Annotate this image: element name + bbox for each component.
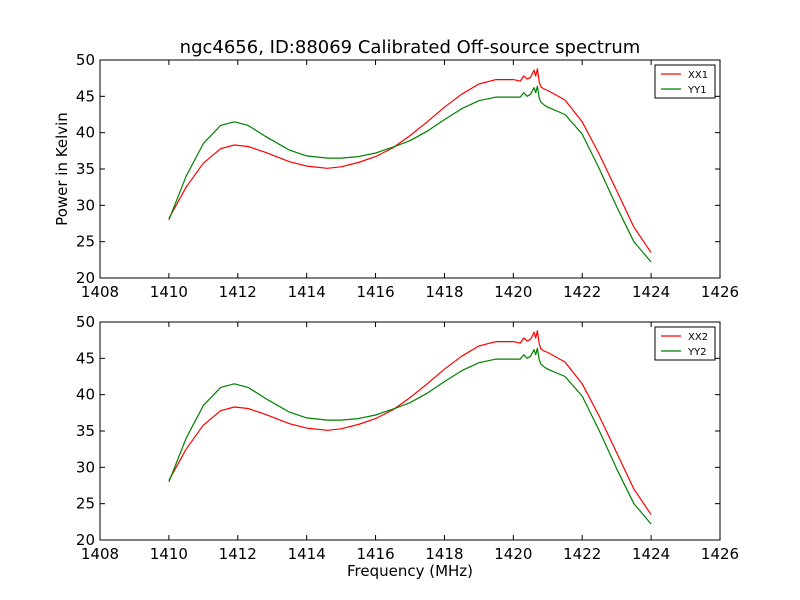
series-line-yy2: [168, 347, 652, 525]
top-panel: 1408 1410 1412 1414 1416 1418 1420 1422 1424 1426…: [53, 51, 739, 301]
legend-label: XX2: [688, 332, 708, 343]
legend-label: XX1: [688, 70, 708, 81]
y-tick-label: 20: [76, 269, 95, 287]
y-tick-label: 35: [76, 422, 95, 440]
y-tick-label: 20: [76, 531, 95, 549]
x-tick-label: 1418: [425, 283, 463, 301]
x-tick-label: 1424: [632, 545, 670, 563]
x-tick-label: 1426: [701, 283, 739, 301]
plot-frame: [99, 59, 721, 279]
y-tick-label: 40: [76, 386, 95, 404]
x-tick-label: 1422: [563, 283, 601, 301]
x-tick-label: 1420: [494, 545, 532, 563]
x-tick-label: 1412: [219, 545, 257, 563]
y-tick-label: 50: [76, 313, 95, 331]
plot-frame: [99, 321, 721, 541]
x-tick-label: 1408: [81, 545, 119, 563]
x-tick-label: 1414: [288, 545, 326, 563]
y-axis-label: Power in Kelvin: [53, 112, 71, 226]
x-tick-label: 1418: [425, 545, 463, 563]
bottom-panel: 1408 1410 1412 1414 1416 1418 1420 1422 1424 1426…: [76, 313, 739, 580]
x-tick-label: 1420: [494, 283, 532, 301]
chart-title: ngc4656, ID:88069 Calibrated Off-source …: [180, 37, 641, 58]
y-tick-label: 50: [76, 51, 95, 69]
y-tick-label: 45: [76, 349, 95, 367]
x-tick-label: 1424: [632, 283, 670, 301]
y-tick-label: 30: [76, 196, 95, 214]
y-tick-label: 40: [76, 124, 95, 142]
y-tick-label: 25: [76, 495, 95, 513]
series-line-yy1: [168, 85, 652, 263]
x-tick-label: 1410: [150, 545, 188, 563]
x-tick-label: 1414: [288, 283, 326, 301]
x-tick-label: 1416: [356, 283, 394, 301]
x-tick-label: 1426: [701, 545, 739, 563]
y-tick-label: 35: [76, 160, 95, 178]
y-tick-label: 25: [76, 233, 95, 251]
y-tick-label: 45: [76, 87, 95, 105]
x-axis-label: Frequency (MHz): [347, 562, 473, 580]
legend-box: [654, 64, 716, 99]
legend-label: YY2: [687, 347, 707, 358]
legend-box: [654, 326, 716, 361]
x-tick-label: 1422: [563, 545, 601, 563]
legend-label: YY1: [687, 85, 707, 96]
x-tick-label: 1416: [356, 545, 394, 563]
series-line-xx2: [168, 330, 652, 515]
x-tick-label: 1410: [150, 283, 188, 301]
x-tick-label: 1412: [219, 283, 257, 301]
series-line-xx1: [168, 68, 652, 253]
y-tick-label: 30: [76, 458, 95, 476]
x-tick-label: 1408: [81, 283, 119, 301]
